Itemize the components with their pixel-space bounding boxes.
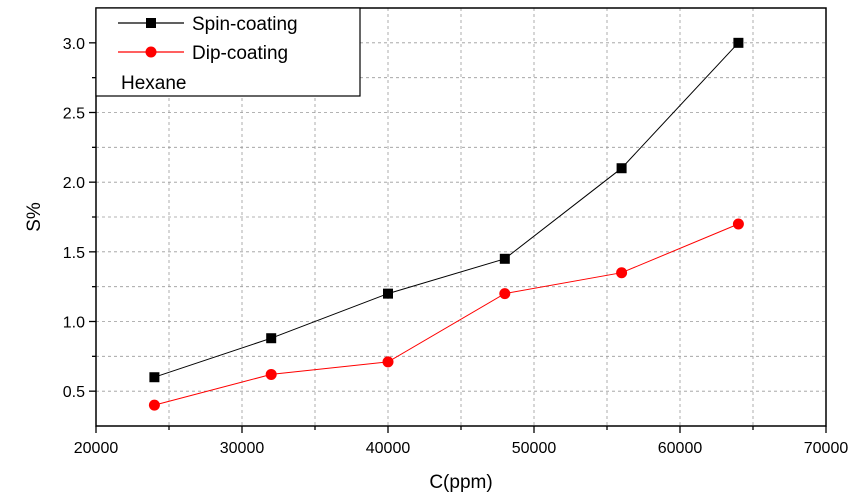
data-point-dip-coating	[732, 218, 744, 230]
data-point-dip-coating	[499, 288, 511, 300]
legend-marker-spin-coating	[146, 18, 156, 28]
data-series	[148, 37, 744, 411]
y-axis-label: S%	[24, 202, 45, 232]
data-point-dip-coating	[148, 399, 160, 411]
x-tick-label: 60000	[658, 440, 703, 457]
data-point-dip-coating	[265, 368, 277, 380]
data-point-spin-coating	[733, 37, 744, 48]
series-line-dip-coating	[154, 223, 739, 406]
data-point-spin-coating	[266, 333, 277, 344]
data-point-spin-coating	[616, 163, 627, 174]
x-axis-label: C(ppm)	[429, 472, 492, 493]
y-tick-label: 1.5	[63, 245, 85, 262]
series-line-spin-coating	[154, 42, 739, 378]
axis-ticks: 20000 30000 40000 50000 60000 70000 0.5 1.0 1.5 2…	[63, 36, 849, 457]
data-point-dip-coating	[382, 356, 394, 368]
y-tick-label: 2.0	[63, 175, 85, 192]
x-tick-label: 20000	[74, 440, 119, 457]
y-tick-label: 0.5	[63, 384, 85, 401]
x-tick-label: 70000	[804, 440, 849, 457]
x-tick-label: 30000	[220, 440, 265, 457]
data-point-dip-coating	[616, 267, 628, 279]
y-tick-label: 1.0	[63, 315, 85, 332]
x-tick-label: 50000	[512, 440, 557, 457]
y-tick-label: 3.0	[63, 36, 85, 53]
data-point-spin-coating	[383, 288, 393, 299]
data-point-spin-coating	[499, 253, 510, 264]
y-tick-label: 2.5	[63, 106, 85, 123]
legend-label-dip-coating: Dip-coating	[192, 43, 288, 64]
legend-annotation: Hexane	[121, 73, 187, 94]
data-point-spin-coating	[149, 372, 160, 383]
x-tick-label: 40000	[366, 440, 411, 457]
legend-label-spin-coating: Spin-coating	[192, 14, 298, 35]
legend-marker-dip-coating	[145, 46, 157, 58]
